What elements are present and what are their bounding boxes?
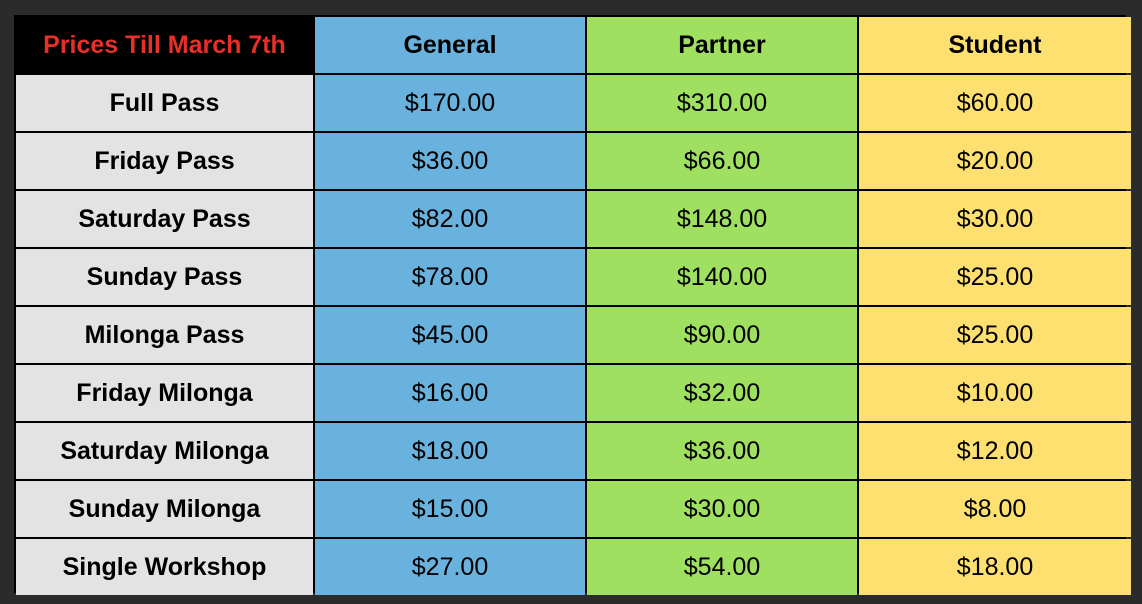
price-student: $25.00 bbox=[859, 307, 1131, 363]
price-partner: $32.00 bbox=[587, 365, 857, 421]
row-label: Friday Pass bbox=[16, 133, 313, 189]
row-label: Saturday Milonga bbox=[16, 423, 313, 479]
price-student: $10.00 bbox=[859, 365, 1131, 421]
column-header-student: Student bbox=[859, 17, 1131, 73]
row-label: Full Pass bbox=[16, 75, 313, 131]
price-general: $16.00 bbox=[315, 365, 585, 421]
price-partner: $30.00 bbox=[587, 481, 857, 537]
price-general: $27.00 bbox=[315, 539, 585, 595]
price-student: $30.00 bbox=[859, 191, 1131, 247]
price-student: $25.00 bbox=[859, 249, 1131, 305]
price-student: $8.00 bbox=[859, 481, 1131, 537]
price-partner: $36.00 bbox=[587, 423, 857, 479]
price-general: $170.00 bbox=[315, 75, 585, 131]
price-student: $60.00 bbox=[859, 75, 1131, 131]
price-student: $18.00 bbox=[859, 539, 1131, 595]
price-student: $20.00 bbox=[859, 133, 1131, 189]
price-general: $15.00 bbox=[315, 481, 585, 537]
row-label: Sunday Pass bbox=[16, 249, 313, 305]
price-partner: $90.00 bbox=[587, 307, 857, 363]
column-header-partner: Partner bbox=[587, 17, 857, 73]
price-partner: $310.00 bbox=[587, 75, 857, 131]
price-table: Prices Till March 7th General Partner St… bbox=[14, 15, 1131, 595]
price-general: $18.00 bbox=[315, 423, 585, 479]
table-title: Prices Till March 7th bbox=[16, 17, 313, 73]
row-label: Single Workshop bbox=[16, 539, 313, 595]
price-general: $78.00 bbox=[315, 249, 585, 305]
price-partner: $148.00 bbox=[587, 191, 857, 247]
column-header-general: General bbox=[315, 17, 585, 73]
price-general: $82.00 bbox=[315, 191, 585, 247]
row-label: Friday Milonga bbox=[16, 365, 313, 421]
row-label: Saturday Pass bbox=[16, 191, 313, 247]
row-label: Sunday Milonga bbox=[16, 481, 313, 537]
price-general: $36.00 bbox=[315, 133, 585, 189]
price-partner: $66.00 bbox=[587, 133, 857, 189]
price-grid: Prices Till March 7th General Partner St… bbox=[16, 17, 1131, 595]
price-partner: $140.00 bbox=[587, 249, 857, 305]
price-partner: $54.00 bbox=[587, 539, 857, 595]
price-student: $12.00 bbox=[859, 423, 1131, 479]
price-general: $45.00 bbox=[315, 307, 585, 363]
row-label: Milonga Pass bbox=[16, 307, 313, 363]
